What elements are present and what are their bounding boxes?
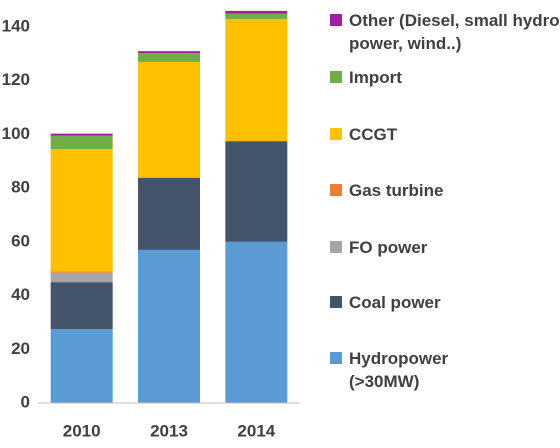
legend-swatch [330, 296, 342, 308]
legend-label: Hydropower (>30MW) [349, 349, 449, 391]
y-tick-label: 60 [11, 231, 30, 250]
legend-swatch [330, 71, 342, 83]
bar-segment [225, 18, 288, 142]
bar-segment [50, 135, 113, 150]
bar-segment [138, 177, 200, 250]
bar-segment [225, 10, 288, 14]
y-tick-label: 20 [11, 339, 30, 358]
legend-item: Gas turbine [330, 179, 559, 202]
legend-label: Other (Diesel, small hydro power, wind..… [349, 11, 560, 53]
plot-area: 0 20 40 60 80 100 120 140 2010 2013 2014 [2, 10, 300, 440]
x-tick-label: 2010 [63, 421, 101, 440]
bar-segment [138, 51, 200, 54]
x-tick-label: 2013 [150, 421, 188, 440]
bar-segment [50, 133, 113, 136]
bar-segment [225, 141, 288, 242]
y-tick-label: 0 [21, 392, 30, 411]
bar-segment [50, 149, 113, 272]
bar-segment [50, 272, 113, 283]
bar-segment [50, 282, 113, 330]
legend-swatch [330, 352, 342, 364]
bar-segment [225, 13, 288, 19]
legend-label: CCGT [349, 125, 398, 144]
legend-swatch [330, 241, 342, 253]
y-tick-label: 100 [2, 124, 30, 143]
legend-item: Import [330, 66, 559, 89]
legend-label: Coal power [349, 293, 441, 312]
bar-segment [138, 177, 200, 178]
bar-segment [225, 241, 288, 403]
legend-item: FO power [330, 236, 559, 259]
x-tick-label: 2014 [237, 421, 275, 440]
legend-item: Hydropower (>30MW) [330, 347, 474, 393]
legend-item: Other (Diesel, small hydro power, wind..… [330, 9, 560, 55]
bar-segment [50, 271, 113, 273]
bar-segment [138, 53, 200, 62]
bar-segment [138, 249, 200, 403]
y-tick-label: 40 [11, 285, 30, 304]
legend-label: FO power [349, 238, 428, 257]
legend-swatch [330, 14, 342, 26]
legend-item: Coal power [330, 291, 559, 314]
bar-segment [50, 329, 113, 403]
legend-label: Gas turbine [349, 181, 444, 200]
bar-segment [138, 61, 200, 178]
y-tick-label: 80 [11, 178, 30, 197]
legend-swatch [330, 184, 342, 196]
legend-swatch [330, 128, 342, 140]
legend-label: Import [349, 68, 402, 87]
y-tick-label: 140 [2, 16, 30, 35]
legend-item: CCGT [330, 123, 559, 146]
y-tick-label: 120 [2, 70, 30, 89]
